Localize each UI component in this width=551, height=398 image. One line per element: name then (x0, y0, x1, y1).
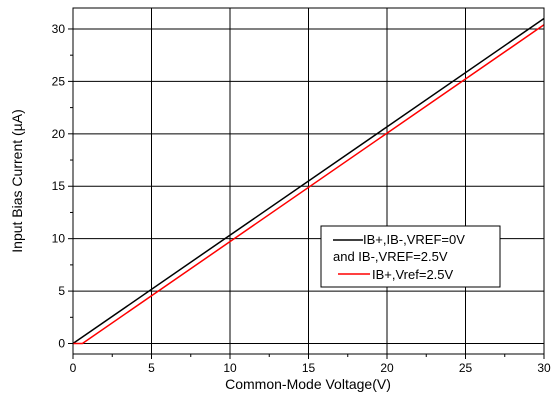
y-axis-title: Input Bias Current (µA) (9, 109, 25, 252)
legend-label-line-2: and IB-,VREF=2.5V (333, 249, 448, 264)
x-tick-label: 15 (302, 361, 316, 375)
grid-layer (72, 8, 545, 354)
y-tick-label: 25 (52, 74, 66, 88)
labels-layer: 0 5 10 15 20 25 30 0 5 10 15 20 25 30 (52, 22, 551, 375)
y-tick-label: 15 (52, 179, 66, 193)
x-tick-label: 30 (537, 361, 551, 375)
y-tick-label: 10 (52, 232, 66, 246)
legend: IB+,IB-,VREF=0V and IB-,VREF=2.5V IB+,Vr… (320, 225, 501, 288)
x-tick-label: 20 (380, 361, 394, 375)
series-layer (72, 17, 545, 345)
legend-box (320, 225, 501, 288)
ticks-layer (68, 28, 545, 359)
x-axis-title: Common-Mode Voltage(V) (225, 376, 391, 392)
y-tick-label: 5 (58, 284, 65, 298)
legend-label-line-3: IB+,Vref=2.5V (372, 267, 454, 282)
x-tick-label: 25 (459, 361, 473, 375)
x-tick-label: 10 (223, 361, 237, 375)
legend-label-line-1: IB+,IB-,VREF=0V (363, 232, 465, 247)
series-line-1 (72, 17, 545, 345)
y-tick-label: 30 (52, 22, 66, 36)
y-tick-label: 0 (58, 337, 65, 351)
series-line-2 (73, 24, 545, 345)
y-tick-label: 20 (52, 127, 66, 141)
x-tick-label: 0 (70, 361, 77, 375)
x-tick-label: 5 (148, 361, 155, 375)
